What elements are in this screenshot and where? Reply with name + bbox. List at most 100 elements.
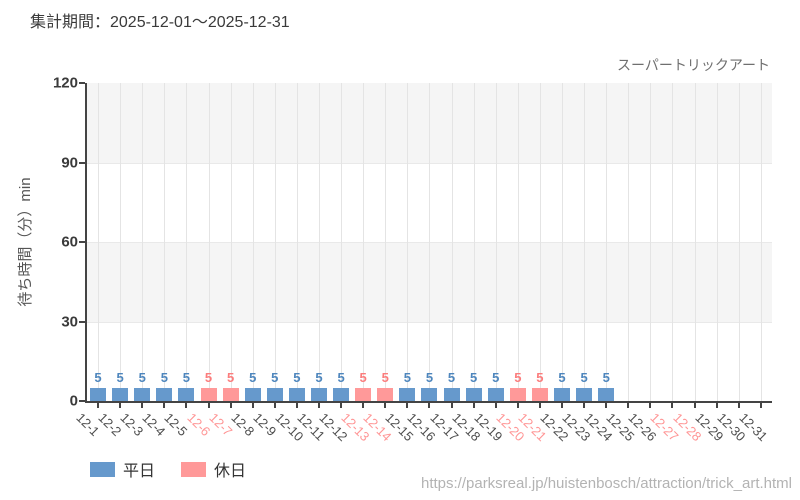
day-column-12-30: 12-30 xyxy=(714,83,750,444)
gridline-vertical xyxy=(451,83,453,401)
gridline-vertical xyxy=(252,83,254,401)
x-tick-mark xyxy=(516,403,519,408)
bar-value-label: 5 xyxy=(558,369,566,385)
x-tick-label-text: 12-9 xyxy=(250,410,280,440)
x-tick-mark xyxy=(295,403,298,408)
day-column-12-31: 12-31 xyxy=(736,83,772,444)
day-column-12-5: 5 12-5 xyxy=(162,83,197,439)
x-tick-mark xyxy=(494,403,497,408)
gridline-vertical xyxy=(164,83,166,401)
bar-value-label: 5 xyxy=(492,369,500,385)
gridline-vertical xyxy=(274,83,276,401)
day-column-12-27: 12-27 xyxy=(648,83,683,444)
bar-value-label: 5 xyxy=(315,369,323,385)
day-column-12-23: 5 12-23 xyxy=(560,83,595,444)
gridline-vertical xyxy=(230,83,232,401)
x-tick-mark xyxy=(362,403,365,408)
x-tick-mark xyxy=(163,403,166,408)
x-tick-mark xyxy=(185,403,188,408)
bar-value-label: 5 xyxy=(602,369,610,385)
gridline-vertical xyxy=(760,83,762,401)
gridline-vertical xyxy=(341,83,343,401)
gridline-vertical xyxy=(539,83,541,401)
x-tick-mark xyxy=(251,403,254,408)
x-tick-mark xyxy=(229,403,232,408)
day-column-12-18: 5 12-18 xyxy=(449,83,485,444)
x-tick-mark xyxy=(119,403,122,408)
bar-12-14 xyxy=(377,387,394,401)
legend-label-weekday: 平日 xyxy=(123,463,156,480)
x-tick-mark xyxy=(141,403,144,408)
gridline-vertical xyxy=(186,83,188,401)
day-column-12-11: 5 12-11 xyxy=(294,83,330,443)
y-tick-label-90: 90 xyxy=(61,154,78,171)
bar-12-19 xyxy=(487,387,504,401)
day-column-12-14: 5 12-14 xyxy=(361,83,396,444)
x-tick-mark xyxy=(759,403,762,408)
day-column-12-13: 5 12-13 xyxy=(339,83,374,444)
gridline-vertical xyxy=(363,83,365,401)
gridline-vertical xyxy=(738,83,740,401)
day-column-12-21: 5 12-21 xyxy=(515,83,551,444)
day-column-12-22: 5 12-22 xyxy=(537,83,573,444)
bar-12-7 xyxy=(222,387,239,401)
day-column-12-16: 5 12-16 xyxy=(405,83,440,444)
bar-value-label: 5 xyxy=(204,369,213,385)
bar-value-label: 5 xyxy=(514,369,522,385)
x-tick-mark xyxy=(671,403,674,408)
x-tick-mark xyxy=(538,403,541,408)
x-tick-mark xyxy=(649,403,652,408)
gridline-vertical xyxy=(98,83,100,401)
legend-item-weekday[interactable]: 平日 xyxy=(90,457,155,481)
bar-value-label: 5 xyxy=(447,369,456,385)
gridline-vertical xyxy=(385,83,387,401)
gridline-vertical xyxy=(628,83,630,401)
x-tick-label-text: 12-1 xyxy=(73,410,103,440)
plot-area: 5 12-1 5 12-2 5 12-3 5 12-4 5 12-5 5 12-6 5 12-7 5 12-8… xyxy=(73,82,772,444)
day-column-12-12: 5 12-12 xyxy=(316,83,352,444)
x-tick-label-text: 12-3 xyxy=(117,410,147,440)
attraction-name: スーパートリックアート xyxy=(616,57,770,73)
bar-value-label: 5 xyxy=(359,369,367,385)
x-tick-mark xyxy=(273,403,276,408)
bar-12-18 xyxy=(465,387,482,401)
legend-label-holiday: 休日 xyxy=(214,463,247,480)
gridline-vertical xyxy=(208,83,210,401)
gridline-vertical xyxy=(562,83,564,401)
x-tick-mark xyxy=(715,403,718,408)
day-columns: 5 12-1 5 12-2 5 12-3 5 12-4 5 12-5 5 12-6 5 12-7 5 12-8… xyxy=(73,83,772,444)
x-tick-label-text: 12-2 xyxy=(95,410,125,440)
gridline-vertical xyxy=(429,83,431,401)
bar-value-label: 5 xyxy=(160,369,168,385)
y-tick-label-120: 120 xyxy=(52,74,78,92)
bar-12-5 xyxy=(178,387,195,401)
day-column-12-4: 5 12-4 xyxy=(140,83,175,439)
bar-value-label: 5 xyxy=(116,369,124,385)
x-tick-mark xyxy=(317,403,320,408)
legend-item-holiday[interactable]: 休日 xyxy=(181,457,246,481)
bar-value-label: 5 xyxy=(425,369,434,385)
weekday-swatch-icon xyxy=(90,461,115,477)
bar-value-label: 5 xyxy=(182,369,191,385)
y-tick-label-60: 60 xyxy=(61,233,78,251)
gridline-vertical xyxy=(672,83,674,401)
day-column-12-10: 5 12-10 xyxy=(272,83,308,444)
gridline-vertical xyxy=(407,83,409,401)
gridline-vertical xyxy=(606,83,608,401)
day-column-12-3: 5 12-3 xyxy=(118,83,153,439)
bar-value-label: 5 xyxy=(293,369,301,385)
x-tick-mark xyxy=(627,403,630,408)
bar-value-label: 5 xyxy=(94,369,102,385)
bar-value-label: 5 xyxy=(337,369,345,385)
bar-12-10 xyxy=(288,387,305,401)
x-tick-mark xyxy=(472,403,475,408)
day-column-12-15: 5 12-15 xyxy=(383,83,418,444)
chart-legend: 平日 休日 xyxy=(90,457,246,481)
gridline-vertical xyxy=(716,83,718,401)
bar-12-24 xyxy=(598,387,615,401)
y-tick-label-30: 30 xyxy=(61,313,78,330)
x-tick-mark xyxy=(605,403,608,408)
bar-12-23 xyxy=(576,387,593,401)
bar-12-1 xyxy=(90,387,107,401)
